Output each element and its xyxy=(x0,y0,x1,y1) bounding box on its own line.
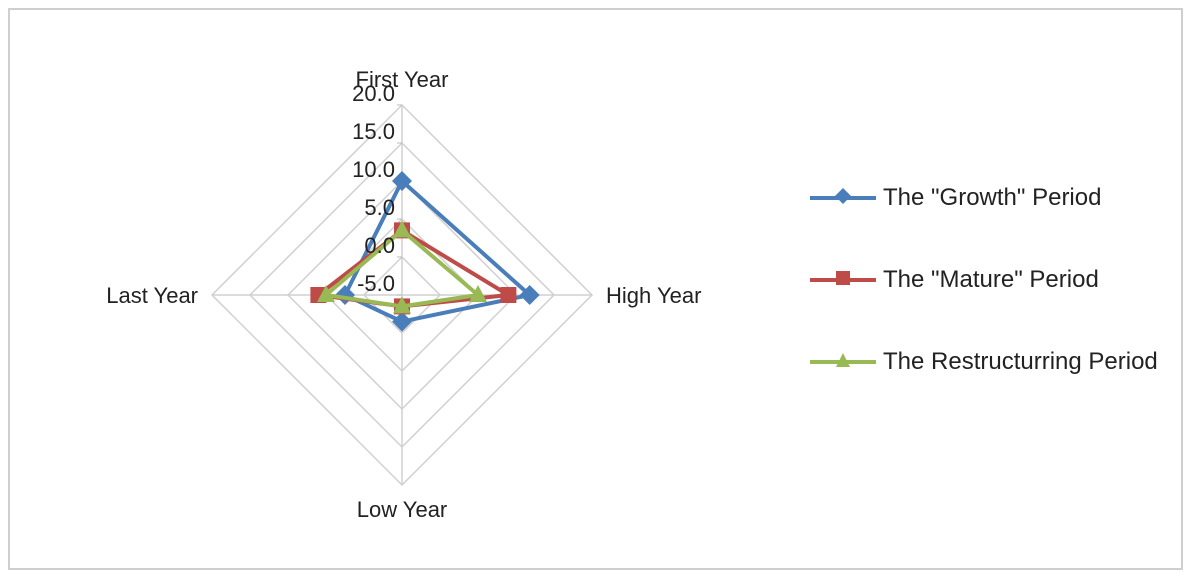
axis-label: Low Year xyxy=(357,497,448,522)
data-point xyxy=(392,311,412,332)
square-marker-icon xyxy=(836,271,850,285)
tick-label: -5.0 xyxy=(357,271,395,296)
axis-label: High Year xyxy=(606,283,701,308)
legend-label: The "Growth" Period xyxy=(883,184,1102,211)
chart-legend: The "Growth" Period The "Mature" Period … xyxy=(810,176,1170,452)
data-point xyxy=(500,287,517,303)
axis-label: Last Year xyxy=(106,283,198,308)
legend-item-restructuring: The Restructurring Period xyxy=(810,340,1170,410)
data-point xyxy=(393,296,411,314)
tick-label: 10.0 xyxy=(352,157,395,182)
data-point xyxy=(392,171,412,191)
data-point xyxy=(317,285,335,302)
data-point xyxy=(519,285,540,305)
legend-label: The Restructurring Period xyxy=(883,348,1158,375)
legend-label: The "Mature" Period xyxy=(883,266,1099,293)
tick-label: 15.0 xyxy=(352,119,395,144)
tick-label: 5.0 xyxy=(364,195,395,220)
diamond-marker-icon xyxy=(835,188,851,204)
data-point xyxy=(469,285,487,302)
tick-label: 20.0 xyxy=(352,81,395,106)
triangle-marker-icon xyxy=(836,353,850,367)
data-point xyxy=(393,220,411,238)
legend-item-growth: The "Growth" Period xyxy=(810,176,1170,216)
chart-frame xyxy=(8,8,1183,570)
legend-item-mature: The "Mature" Period xyxy=(810,258,1170,298)
tick-label: 0.0 xyxy=(364,233,395,258)
axis-label: First Year xyxy=(356,67,449,92)
